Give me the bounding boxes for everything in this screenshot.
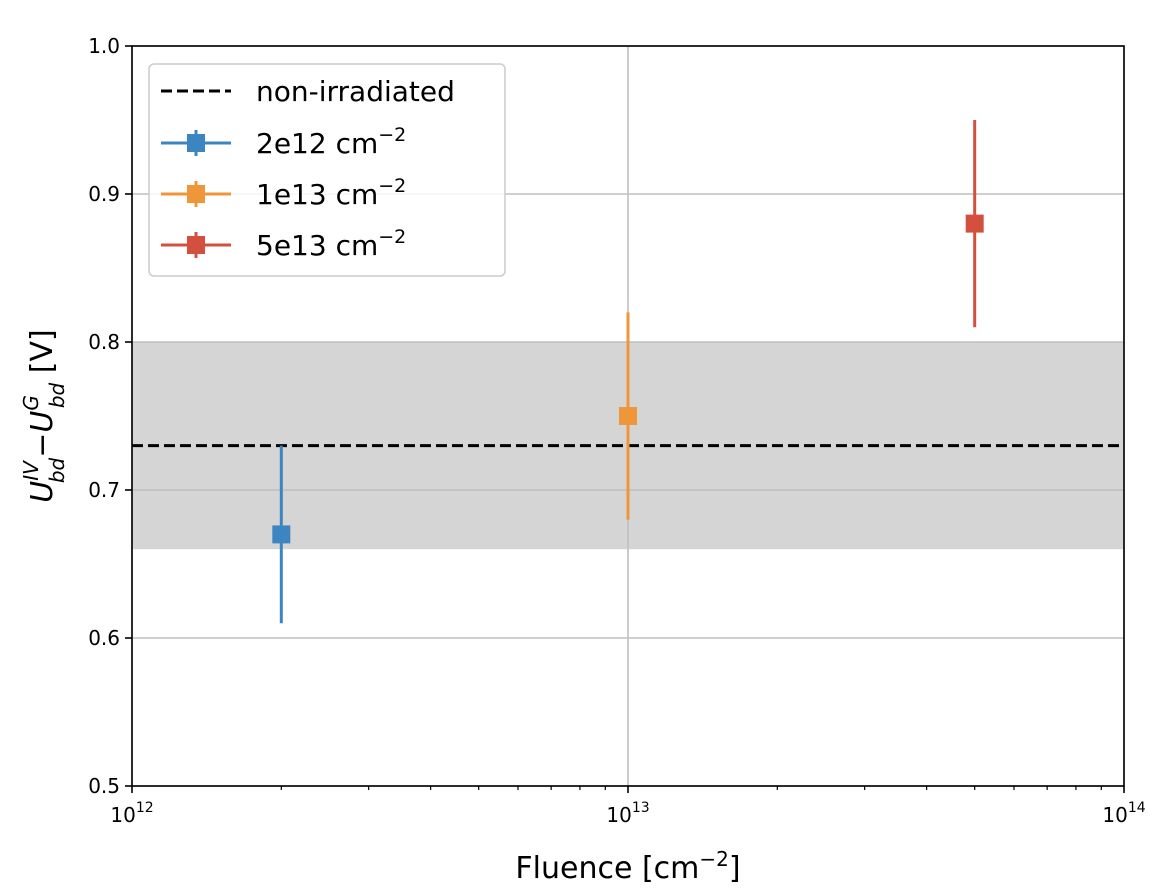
y-tick-label: 1.0 [88, 34, 120, 58]
y-tick-label: 0.5 [88, 774, 120, 798]
y-tick-label: 0.6 [88, 626, 120, 650]
legend-handle-marker [187, 236, 205, 254]
legend-entry-series-3: 5e13 cm−2 [161, 226, 406, 262]
data-point [272, 525, 291, 544]
legend-box [148, 63, 506, 277]
data-point [619, 407, 637, 425]
x-tick-label: 1012 [110, 800, 153, 827]
legend-label: 5e13 cm−2 [256, 226, 406, 262]
legend-label: 1e13 cm−2 [256, 175, 406, 211]
legend-entry-reference: non-irradiated [161, 75, 455, 108]
series-2 [619, 312, 637, 520]
legend-handle-marker [187, 185, 205, 203]
tick-layer: 0.5 0.6 0.7 0.8 0.9 1.0 1012 1013 1014 [88, 34, 1146, 827]
legend: non-irradiated 2e12 cm−2 1e13 cm−2 5e13 cm−… [148, 63, 506, 277]
y-tick-label: 0.9 [88, 182, 120, 206]
y-tick-label: 0.8 [88, 330, 120, 354]
legend-entry-series-1: 2e12 cm−2 [161, 124, 406, 160]
legend-label: non-irradiated [256, 75, 455, 108]
x-tick-label: 1013 [606, 800, 649, 827]
legend-label: 2e12 cm−2 [256, 124, 406, 160]
y-tick-label: 0.7 [88, 478, 120, 502]
series-1 [272, 445, 291, 624]
series-layer [272, 120, 984, 624]
legend-entry-series-2: 1e13 cm−2 [161, 175, 406, 211]
y-axis-label: UIV bd−UG bd [V] [19, 329, 69, 502]
data-point [965, 214, 984, 233]
series-3 [965, 120, 984, 328]
x-axis-label: Fluence [cm−2] [515, 847, 740, 886]
x-tick-label: 1014 [1102, 800, 1145, 827]
legend-handle-marker [187, 134, 205, 152]
